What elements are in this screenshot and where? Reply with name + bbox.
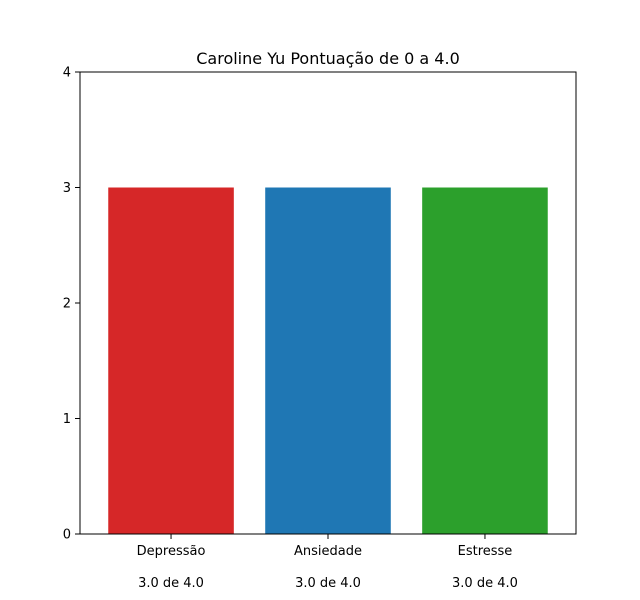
plot-frame <box>79 71 577 535</box>
x-axis: Depressão 3.0 de 4.0 Ansiedade 3.0 de 4.0 Es… <box>137 534 518 591</box>
value-label: 3.0 de 4.0 <box>295 576 361 591</box>
x-tick-label: Estresse <box>458 544 513 559</box>
bar <box>265 187 391 534</box>
y-tick-label: 3 <box>63 181 71 196</box>
bar <box>422 187 548 534</box>
y-tick-label: 4 <box>63 66 71 81</box>
y-tick-label: 0 <box>63 528 71 543</box>
y-tick-label: 1 <box>63 412 71 427</box>
bar <box>108 187 234 534</box>
x-tick-label: Ansiedade <box>294 544 362 559</box>
x-tick-label: Depressão <box>137 544 206 559</box>
value-label: 3.0 de 4.0 <box>138 576 204 591</box>
chart-title: Caroline Yu Pontuação de 0 a 4.0 <box>196 49 460 68</box>
y-tick-label: 2 <box>63 297 71 312</box>
value-label: 3.0 de 4.0 <box>452 576 518 591</box>
bars-group <box>108 187 548 534</box>
y-axis: 0 1 2 3 4 <box>63 66 80 543</box>
